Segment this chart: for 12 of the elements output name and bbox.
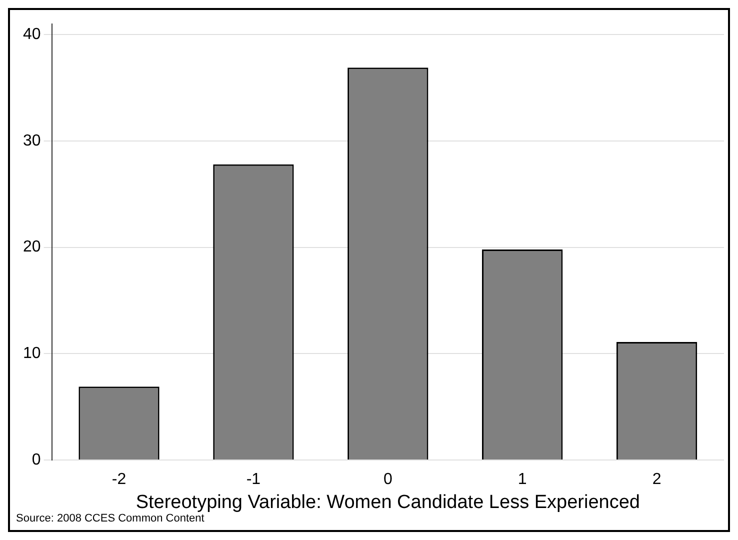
y-tick-label: 30 (23, 132, 41, 150)
source-note: Source: 2008 CCES Common Content (16, 512, 204, 525)
y-tick-label: 0 (32, 451, 41, 468)
y-tick-label: 20 (23, 238, 41, 256)
x-axis-title: Stereotyping Variable: Women Candidate Less Experienced (136, 492, 640, 513)
x-tick-label: 0 (383, 471, 392, 488)
x-tick-label: 2 (652, 471, 662, 488)
x-tick-label: -1 (246, 471, 261, 488)
y-tick-label: 40 (23, 26, 41, 44)
y-tick-label: 10 (23, 345, 41, 362)
x-tick-label: -2 (112, 471, 126, 488)
x-tick-label: 1 (518, 471, 527, 488)
